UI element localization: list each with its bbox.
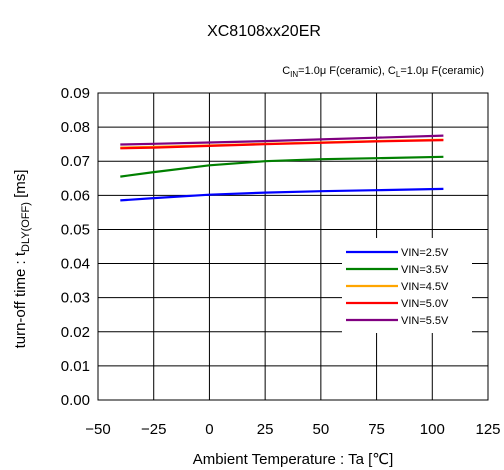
y-tick-label: 0.00 [61,392,90,409]
y-tick-label: 0.07 [61,153,90,170]
chart-conditions: CIN=1.0μ F(ceramic), CL=1.0μ F(ceramic) [282,65,484,79]
x-tick-label: 0 [205,421,213,438]
chart-title: XC8108xx20ER [207,23,321,40]
x-tick-label: 125 [475,421,500,438]
x-tick-label: 25 [257,421,274,438]
legend-label: VIN=5.0V [401,298,449,310]
y-tick-label: 0.08 [61,119,90,136]
series-line [120,139,444,150]
series-line [120,155,444,178]
x-tick-label: 75 [368,421,385,438]
legend-label: VIN=2.5V [401,247,449,259]
y-tick-label: 0.09 [61,85,90,102]
series-line [120,134,444,146]
legend-label: VIN=4.5V [401,281,449,293]
y-tick-label: 0.03 [61,290,90,307]
x-tick-label: −50 [85,421,110,438]
x-axis-label: Ambient Temperature : Ta [℃] [193,451,394,468]
y-tick-label: 0.02 [61,324,90,341]
legend-label: VIN=3.5V [401,264,449,276]
y-tick-label: 0.05 [61,221,90,238]
plot-border [97,92,489,401]
x-tick-label: 100 [420,421,445,438]
x-tick-label: 50 [313,421,330,438]
plot-area: 0.00 0.01 0.02 0.03 0.04 0.05 0.06 0.07 0.08 0.09… [61,85,501,438]
y-axis-label: turn-off time : tDLY(OFF) [ms] [12,170,32,349]
legend-label: VIN=5.5V [401,315,449,327]
x-tick-label: −25 [141,421,166,438]
y-tick-label: 0.06 [61,187,90,204]
y-tick-label: 0.01 [61,358,90,375]
y-tick-label: 0.04 [61,256,90,273]
series-line [120,187,444,202]
